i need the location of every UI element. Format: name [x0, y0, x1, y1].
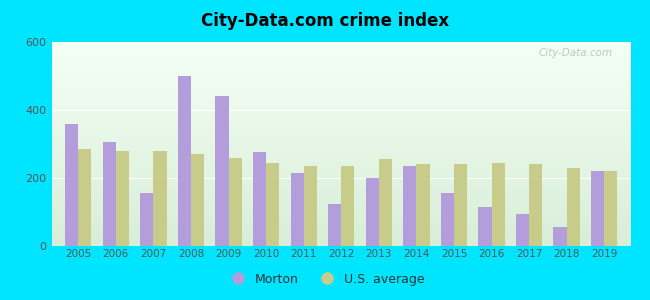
Bar — [178, 76, 191, 246]
Bar — [328, 203, 341, 246]
Bar — [304, 166, 317, 246]
Bar — [116, 151, 129, 246]
Bar — [153, 151, 166, 246]
Bar — [516, 214, 529, 246]
Bar — [229, 158, 242, 246]
Text: City-Data.com crime index: City-Data.com crime index — [201, 12, 449, 30]
Bar — [403, 166, 417, 246]
Bar — [65, 124, 78, 246]
Bar — [604, 171, 617, 246]
Legend: Morton, U.S. average: Morton, U.S. average — [220, 268, 430, 291]
Bar — [140, 193, 153, 246]
Bar — [491, 163, 504, 246]
Bar — [478, 207, 491, 246]
Bar — [291, 173, 304, 246]
Text: City-Data.com: City-Data.com — [539, 48, 613, 58]
Bar — [529, 164, 542, 246]
Bar — [103, 142, 116, 246]
Bar — [554, 227, 567, 246]
Bar — [591, 171, 604, 246]
Bar — [366, 178, 379, 246]
Bar — [78, 149, 92, 246]
Bar — [341, 166, 354, 246]
Bar — [266, 163, 280, 246]
Bar — [417, 164, 430, 246]
Bar — [253, 152, 266, 246]
Bar — [567, 168, 580, 246]
Bar — [191, 154, 204, 246]
Bar — [215, 96, 229, 246]
Bar — [454, 164, 467, 246]
Bar — [379, 159, 392, 246]
Bar — [441, 193, 454, 246]
